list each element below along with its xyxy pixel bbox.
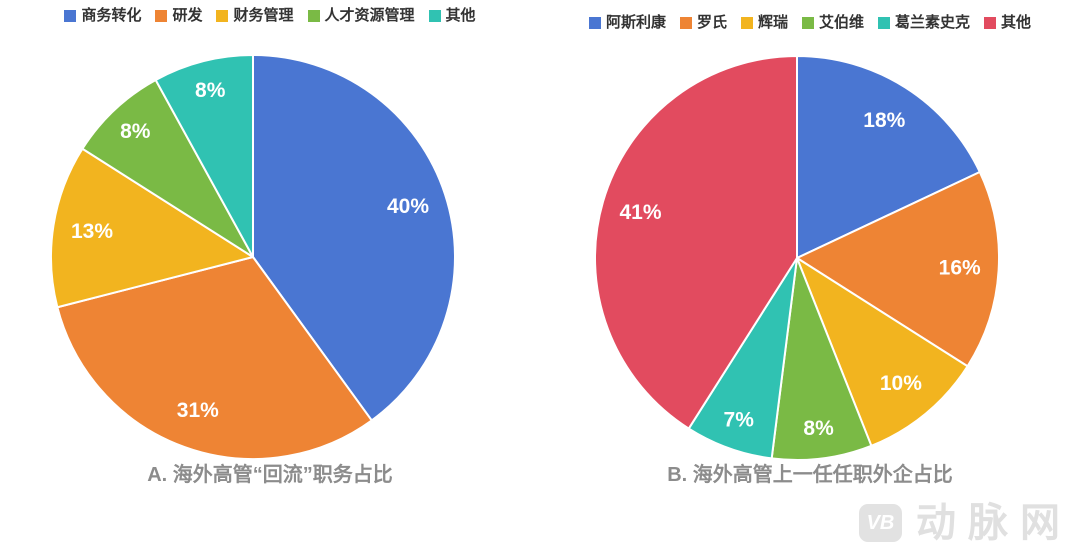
pie-slice-艾伯维: [770, 257, 873, 461]
pie-slice-label-艾伯维: 8%: [803, 417, 834, 440]
legend-item-商务转化: 商务转化: [64, 8, 141, 23]
legend-item-其他: 其他: [428, 7, 476, 24]
legend-b: 阿斯利康 罗氏 辉瑞 艾伯维 葛兰素史克 其他: [540, 15, 1080, 30]
pie-panel-b: 阿斯利康 罗氏 辉瑞 艾伯维 葛兰素史克 其他 18% 16% 10% 8% 7% 41% B. 海…: [540, 0, 1080, 549]
legend-item-辉瑞: 辉瑞: [740, 14, 788, 31]
pie-slice-label-阿斯利康: 18%: [863, 109, 905, 132]
legend-label: 艾伯维: [819, 14, 865, 31]
legend-item-人才资源管理: 人才资源管理: [307, 7, 415, 24]
chart-title-b: B. 海外高管上一任任职外企占比: [667, 464, 953, 486]
pie-slice-商务转化: [252, 54, 456, 422]
pie-chart-b: 18% 16% 10% 8% 7% 41%: [594, 55, 1000, 461]
legend-item-财务管理: 财务管理: [216, 7, 294, 24]
legend-item-其他: 其他: [984, 15, 1031, 30]
legend-swatch-icon: [878, 16, 891, 29]
pie-slice-label-罗氏: 16%: [939, 257, 981, 280]
pie-slice-label-其他: 41%: [619, 201, 661, 224]
pie-slice-财务管理: [50, 147, 254, 309]
pie-slice-label-财务管理: 13%: [71, 220, 113, 243]
pie-chart-a: 40% 31% 13% 8% 8%: [50, 54, 456, 460]
legend-swatch-icon: [740, 16, 753, 29]
legend-swatch-icon: [216, 9, 229, 22]
legend-swatch-icon: [428, 9, 441, 22]
legend-item-研发: 研发: [155, 8, 202, 23]
legend-label: 辉瑞: [757, 14, 788, 31]
vb-logo-text: VB: [866, 511, 895, 534]
legend-label: 商务转化: [81, 7, 142, 24]
watermark: VB 动脉网: [859, 503, 1072, 543]
pie-slice-label-辉瑞: 10%: [880, 372, 922, 395]
legend-label: 罗氏: [696, 14, 727, 31]
pie-slice-label-商务转化: 40%: [387, 195, 429, 218]
pie-slice-label-葛兰素史克: 7%: [724, 408, 755, 431]
legend-label: 研发: [172, 7, 203, 24]
legend-label: 阿斯利康: [605, 14, 666, 31]
pie-slice-label-人才资源管理: 8%: [120, 120, 151, 143]
pie-slice-辉瑞: [796, 257, 969, 447]
legend-label: 其他: [445, 7, 476, 24]
pie-slice-人才资源管理: [81, 78, 254, 258]
legend-label: 人才资源管理: [324, 7, 415, 24]
legend-item-阿斯利康: 阿斯利康: [588, 14, 666, 31]
pie-slice-其他: [594, 55, 798, 430]
legend-swatch-icon: [588, 16, 601, 29]
legend-swatch-icon: [984, 16, 997, 29]
chart-title-a: A. 海外高管“回流”职务占比: [147, 464, 393, 486]
legend-swatch-icon: [155, 9, 168, 22]
legend-label: 财务管理: [233, 7, 294, 24]
legend-label: 葛兰素史克: [895, 14, 971, 31]
pie-panel-a: 商务转化 研发 财务管理 人才资源管理 其他 40% 31% 13% 8% 8% A. 海外高管…: [0, 8, 540, 486]
legend-swatch-icon: [64, 9, 77, 22]
legend-label: 其他: [1001, 14, 1032, 31]
legend-item-艾伯维: 艾伯维: [802, 15, 864, 30]
legend-swatch-icon: [307, 9, 320, 22]
legend-swatch-icon: [802, 16, 814, 29]
pie-slice-label-其他: 8%: [195, 79, 226, 102]
legend-item-罗氏: 罗氏: [679, 14, 727, 31]
legend-a: 商务转化 研发 财务管理 人才资源管理 其他: [0, 8, 540, 23]
pie-slice-罗氏: [796, 170, 1000, 368]
pie-slice-label-研发: 31%: [177, 399, 219, 422]
pie-slice-研发: [56, 256, 373, 460]
legend-swatch-icon: [679, 16, 692, 29]
pie-slice-其他: [154, 54, 254, 258]
pie-slice-阿斯利康: [796, 55, 981, 259]
watermark-brand-text: 动脉网: [916, 501, 1072, 545]
legend-item-葛兰素史克: 葛兰素史克: [878, 15, 970, 30]
vb-logo-icon: VB: [859, 504, 902, 542]
